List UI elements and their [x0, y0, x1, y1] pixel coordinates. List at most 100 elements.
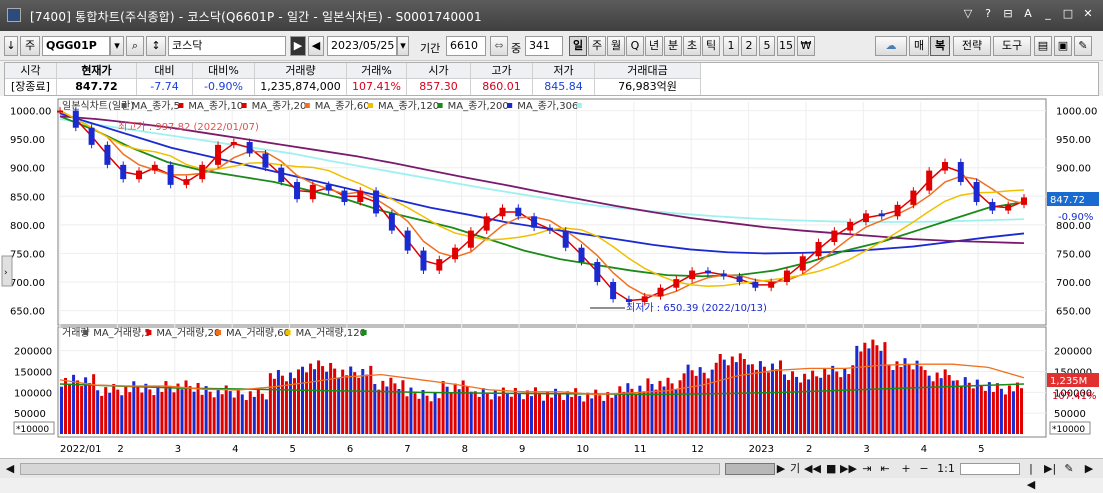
candle-body [799, 256, 806, 271]
volume-bar [831, 365, 835, 434]
next-stock-button[interactable]: ▶ [290, 36, 306, 56]
open-folder-icon[interactable]: ▤ [1034, 36, 1052, 56]
date-input[interactable]: 2023/05/25 [327, 36, 397, 56]
date-dropdown-icon[interactable]: ▾ [397, 36, 409, 56]
volume-bar [646, 378, 650, 434]
volume-bar [566, 391, 570, 434]
interval-week-button[interactable]: 주 [588, 36, 606, 56]
x-tick-label: 6 [347, 444, 353, 455]
candle-body [704, 270, 711, 274]
zoom-input[interactable]: 341 [525, 36, 563, 56]
volume-bar [264, 399, 268, 434]
volume-bar [200, 394, 204, 434]
horizontal-scrollbar[interactable] [20, 463, 720, 475]
font-size-icon[interactable]: A [1024, 7, 1032, 20]
interval-year-button[interactable]: 년 [645, 36, 663, 56]
chart-area[interactable]: 650.00 650.00 700.00 700.00 750.00 750.00 800.… [0, 96, 1103, 458]
settings-icon[interactable]: ✎ [1074, 36, 1092, 56]
rewind-icon[interactable]: ◀◀ [804, 462, 821, 475]
code-dropdown-icon[interactable]: ▾ [110, 36, 124, 56]
code-input[interactable]: QGG01P [42, 36, 110, 56]
volume-bar [807, 379, 811, 434]
interval-2-button[interactable]: 2 [741, 36, 757, 56]
volume-bar [76, 380, 80, 434]
interval-quarter-button[interactable]: Q [626, 36, 644, 56]
interval-15-button[interactable]: 15 [777, 36, 795, 56]
candle-body [183, 179, 190, 185]
go-last-icon[interactable]: ▶| [1044, 462, 1057, 475]
volume-bar [955, 380, 959, 434]
scroll-right-icon[interactable]: ▶ [776, 462, 786, 475]
quote-header: 시각 [5, 63, 57, 79]
layout-icon[interactable]: ⊟ [1003, 7, 1013, 20]
fit-icon[interactable]: ⇥ [862, 462, 872, 475]
period-jump-icon[interactable]: 기 [789, 462, 801, 475]
volume-bar [754, 369, 758, 434]
expand-view-icon[interactable]: ⇤ [880, 462, 890, 475]
minimize-button[interactable]: _ [1045, 7, 1051, 20]
zoom-icon[interactable]: ⇔ [490, 36, 508, 56]
candle-body [783, 270, 790, 282]
volume-bar [582, 401, 586, 434]
strategy-button[interactable]: 전략 [953, 36, 991, 56]
interval-1-button[interactable]: 1 [723, 36, 739, 56]
candle-body [894, 204, 901, 217]
scroll-left-icon[interactable]: ◀ [5, 462, 15, 475]
play-icon[interactable]: ▶▶ [840, 462, 857, 475]
volume-bar [702, 372, 706, 434]
volume-bar [770, 363, 774, 434]
save-icon[interactable]: ▣ [1054, 36, 1072, 56]
currency-button[interactable]: ₩ [797, 36, 815, 56]
volume-bar [678, 380, 682, 434]
interval-tick-button[interactable]: 틱 [702, 36, 720, 56]
interval-second-button[interactable]: 초 [683, 36, 701, 56]
search-icon[interactable]: ⌕ [126, 36, 144, 56]
close-button[interactable]: ✕ [1083, 7, 1093, 20]
compound-button[interactable]: 복 [930, 36, 950, 56]
expand-side-icon[interactable]: › [4, 268, 8, 278]
volume-bar [252, 396, 256, 434]
volume-bar [465, 386, 469, 434]
interval-day-button[interactable]: 일 [569, 36, 587, 56]
market-type-select[interactable]: 주 [20, 36, 40, 56]
volume-bar [60, 386, 64, 434]
candle-body [941, 162, 948, 171]
edit-icon[interactable]: ✎ [1064, 462, 1074, 475]
window-controls: ▽ ? ⊟ A _ □ ✕ [961, 7, 1095, 21]
sort-icon[interactable]: ↕ [146, 36, 166, 56]
volume-bar [1011, 391, 1015, 434]
candle-body [151, 164, 158, 171]
dropdown-icon[interactable]: ▽ [963, 7, 973, 20]
help-icon[interactable]: ? [985, 7, 991, 20]
volume-bar [963, 377, 967, 434]
quote-header: 고가 [471, 63, 533, 79]
scroll-end-icon[interactable]: ▶ [1084, 462, 1094, 475]
x-tick-label: 4 [921, 444, 927, 455]
zoom-in-icon[interactable]: + [901, 462, 911, 475]
cloud-icon[interactable]: ☁ [875, 36, 907, 56]
volume-unit-right: *10000 [1052, 425, 1085, 435]
zoom-out-icon[interactable]: − [919, 462, 929, 475]
trade-button[interactable]: 매 [909, 36, 929, 56]
interval-month-button[interactable]: 월 [607, 36, 625, 56]
x-tick-label: 11 [634, 444, 647, 455]
stop-icon[interactable]: ■ [826, 462, 837, 475]
price-volume-chart[interactable]: 650.00 650.00 700.00 700.00 750.00 750.00 800.… [0, 96, 1103, 458]
volume-bar [168, 386, 172, 434]
volume-bar [357, 377, 361, 434]
zoom-ratio[interactable]: 1:1 [937, 462, 955, 475]
scroll-down-icon[interactable]: ↓ [4, 36, 18, 56]
candle-body [246, 142, 253, 154]
volume-bar [72, 374, 76, 434]
period-input[interactable]: 6610 [446, 36, 486, 56]
maximize-button[interactable]: □ [1062, 7, 1074, 20]
prev-stock-button[interactable]: ◀ [308, 36, 324, 56]
volume-bar [546, 391, 550, 434]
go-first-icon[interactable]: |◀ [1026, 462, 1036, 491]
interval-minute-button[interactable]: 분 [664, 36, 682, 56]
scrollbar-thumb[interactable] [725, 463, 775, 475]
tools-button[interactable]: 도구 [993, 36, 1031, 56]
volume-bar [321, 366, 325, 434]
interval-5-button[interactable]: 5 [759, 36, 775, 56]
zoom-slider[interactable] [960, 463, 1020, 475]
